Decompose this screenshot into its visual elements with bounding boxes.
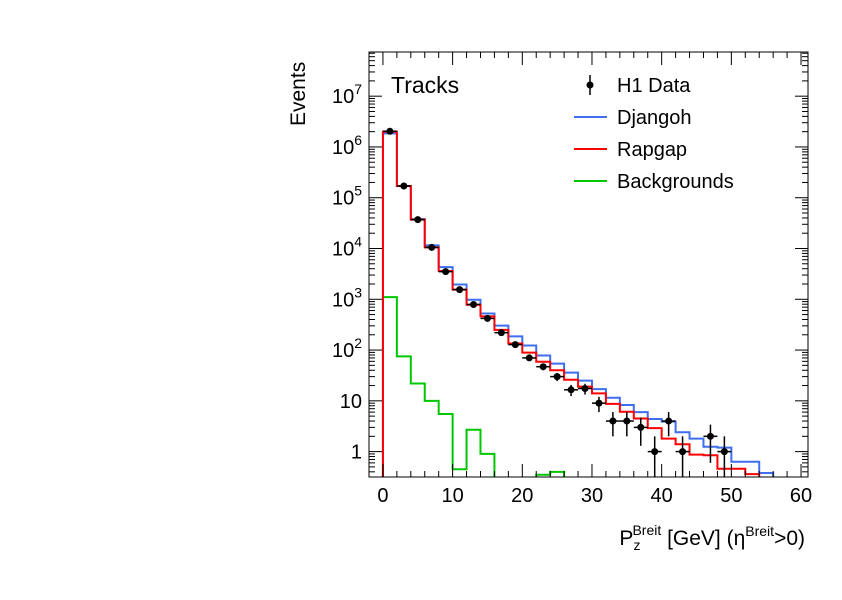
- y-tick-label: 103: [332, 284, 362, 311]
- legend: H1 Data Djangoh Rapgap Backgrounds: [574, 75, 734, 193]
- y-tick-label: 1: [351, 442, 362, 464]
- data-point: [675, 436, 690, 477]
- legend-label: H1 Data: [617, 75, 691, 97]
- data-point: [410, 216, 425, 224]
- point-marker: [511, 341, 519, 349]
- data-point: [564, 384, 579, 397]
- point-marker: [497, 329, 505, 337]
- x-tick-label: 60: [790, 485, 812, 507]
- tick-base: 10: [332, 188, 354, 210]
- data-point: [382, 127, 397, 135]
- point-marker: [539, 363, 547, 371]
- legend-entry-djangoh: Djangoh: [574, 107, 692, 129]
- point-marker: [483, 314, 491, 322]
- point-marker: [553, 373, 561, 381]
- x-tick-label: 30: [581, 485, 603, 507]
- series-h1-data: [382, 127, 732, 477]
- data-point: [494, 329, 509, 337]
- series-rapgap: [381, 130, 761, 477]
- x-tick-label: 0: [377, 485, 388, 507]
- point-marker: [456, 286, 464, 294]
- data-point: [619, 412, 634, 437]
- series-djangoh: [381, 132, 775, 477]
- data-point: [717, 436, 732, 477]
- data-point: [578, 383, 592, 395]
- point-marker: [595, 399, 603, 407]
- data-point: [508, 341, 523, 349]
- data-point: [466, 300, 481, 308]
- tick-exponent: 6: [354, 132, 362, 148]
- plot-frame: [368, 51, 809, 478]
- legend-label: Backgrounds: [617, 171, 734, 193]
- data-point: [396, 182, 411, 190]
- point-marker: [623, 417, 631, 425]
- data-point: [452, 286, 467, 294]
- data-point: [480, 314, 495, 322]
- x-tick-label: 40: [651, 485, 673, 507]
- data-point: [633, 417, 648, 446]
- tick-base: 10: [332, 137, 354, 159]
- point-marker: [637, 423, 645, 431]
- tick-base: 10: [332, 86, 354, 108]
- legend-label: Rapgap: [617, 139, 687, 161]
- point-marker: [679, 448, 687, 456]
- legend-entry-rapgap: Rapgap: [574, 139, 687, 161]
- point-marker: [386, 127, 394, 135]
- data-point: [438, 268, 453, 276]
- step-line: [381, 132, 775, 477]
- data-point: [605, 412, 620, 437]
- data-point: [522, 354, 537, 362]
- y-tick-label: 10: [340, 391, 362, 413]
- series-layer: [381, 127, 775, 477]
- point-marker: [428, 243, 436, 251]
- y-tick-label: 107: [332, 81, 362, 108]
- y-tick-label: 106: [332, 132, 362, 159]
- point-marker: [609, 417, 617, 425]
- tick-exponent: 7: [354, 81, 362, 97]
- tick-base: 10: [332, 239, 354, 261]
- point-marker: [470, 300, 478, 308]
- legend-entry-backgrounds: Backgrounds: [574, 171, 734, 193]
- data-point: [703, 424, 718, 463]
- tick-base: 10: [332, 340, 354, 362]
- tick-exponent: 2: [354, 335, 362, 351]
- point-marker: [720, 448, 728, 456]
- tick-base: 10: [332, 289, 354, 311]
- point-marker: [651, 448, 659, 456]
- data-point: [647, 436, 662, 477]
- point-marker: [442, 268, 450, 276]
- y-axis-label: Events: [287, 62, 310, 126]
- x-tick-label: 10: [441, 485, 463, 507]
- legend-marker-data: [586, 81, 594, 89]
- data-point: [550, 372, 565, 382]
- point-marker: [706, 432, 714, 440]
- y-tick-label: 104: [332, 234, 362, 261]
- data-point: [591, 396, 606, 413]
- data-point: [661, 412, 676, 437]
- x-tick-label: 50: [720, 485, 742, 507]
- data-point: [424, 243, 439, 251]
- tick-exponent: 3: [354, 284, 362, 300]
- legend-label: Djangoh: [617, 107, 692, 129]
- point-marker: [665, 417, 673, 425]
- point-marker: [414, 216, 422, 224]
- point-marker: [567, 386, 575, 394]
- x-axis-label: PzBreit [GeV] (ηBreit>0): [619, 522, 805, 553]
- y-tick-label: 105: [332, 183, 362, 210]
- point-marker: [525, 354, 533, 362]
- data-point: [536, 363, 551, 371]
- chart-title: Tracks: [391, 72, 459, 98]
- tick-exponent: 4: [354, 234, 362, 250]
- legend-entry-h1-data: H1 Data: [586, 75, 691, 97]
- tick-exponent: 5: [354, 183, 362, 199]
- step-line: [381, 130, 761, 477]
- point-marker: [581, 384, 589, 392]
- x-tick-label: 20: [511, 485, 533, 507]
- y-tick-label: 102: [332, 335, 362, 362]
- point-marker: [400, 182, 408, 190]
